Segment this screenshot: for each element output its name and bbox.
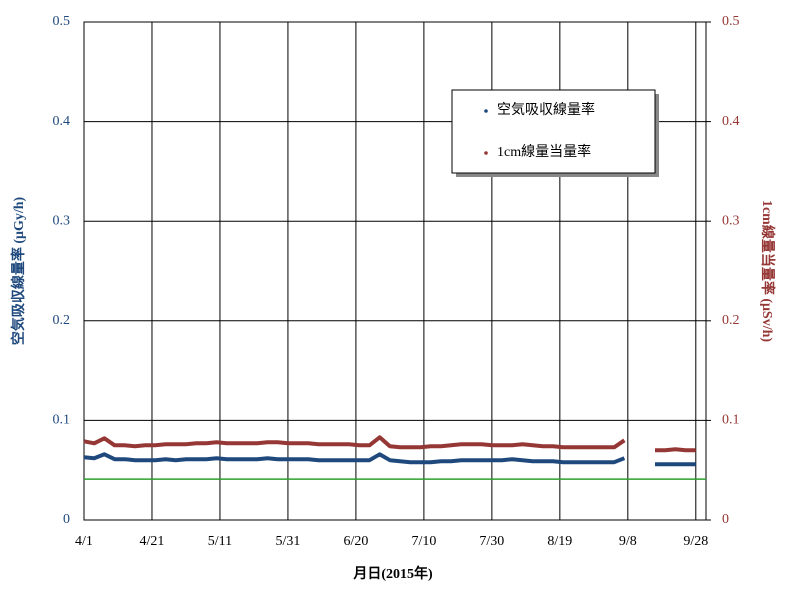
x-tick-label: 9/8 — [619, 534, 637, 549]
x-tick-label: 6/20 — [343, 534, 368, 549]
y2-tick-label: 0.1 — [722, 413, 740, 428]
y-axis-title: 空気吸収線量率 (μGy/h) — [10, 197, 27, 346]
x-tick-label: 4/21 — [140, 534, 165, 549]
x-tick-label: 4/1 — [75, 534, 93, 549]
y-tick-label: 0 — [63, 512, 70, 527]
x-tick-label: 5/31 — [275, 534, 300, 549]
legend-marker — [484, 109, 488, 113]
series-line — [83, 452, 696, 467]
y-tick-label: 0.3 — [53, 213, 71, 228]
y2-axis-title: 1cm線量当量率 (μSv/h) — [759, 200, 776, 342]
y2-tick-label: 0.2 — [722, 313, 740, 328]
legend — [451, 89, 656, 174]
x-axis-title: 月日(2015年) — [352, 565, 433, 582]
y-tick-label: 0.4 — [53, 114, 71, 129]
x-tick-label: 8/19 — [547, 534, 572, 549]
legend-label: 空気吸収線量率 — [497, 101, 595, 118]
x-tick-label: 7/10 — [411, 534, 436, 549]
y2-tick-label: 0.4 — [722, 114, 740, 129]
x-tick-label: 9/28 — [683, 534, 708, 549]
y2-tick-label: 0.3 — [722, 213, 740, 228]
y2-tick-label: 0 — [722, 512, 729, 527]
legend-label: 1cm線量当量率 — [497, 143, 591, 160]
x-tick-label: 7/30 — [479, 534, 504, 549]
y-tick-label: 0.5 — [53, 14, 71, 29]
y-tick-label: 0.1 — [53, 413, 71, 428]
y-tick-label: 0.2 — [53, 313, 71, 328]
y2-tick-label: 0.5 — [722, 14, 740, 29]
x-tick-label: 5/11 — [208, 534, 232, 549]
legend-marker — [484, 151, 488, 155]
series-line — [83, 435, 696, 453]
